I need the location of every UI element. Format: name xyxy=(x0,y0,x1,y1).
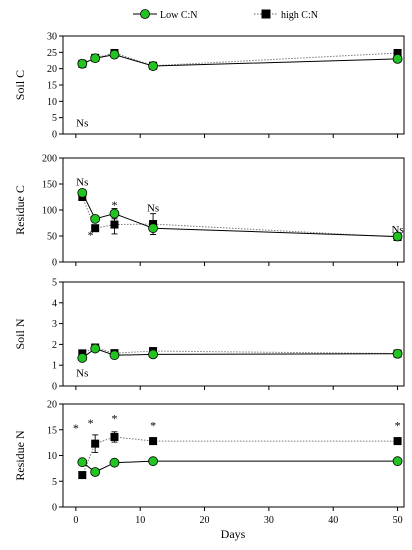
series-line-high-cn xyxy=(81,436,398,476)
data-point-low-cn xyxy=(392,53,403,64)
y-tick-label: 150 xyxy=(42,180,57,191)
y-tick-label: 0 xyxy=(52,503,57,514)
x-tick-label: 10 xyxy=(135,515,145,526)
y-tick-label: 10 xyxy=(47,451,57,462)
legend: Low C:N high C:N xyxy=(133,9,318,21)
significance-asterisk: * xyxy=(395,419,401,433)
data-point-high-cn xyxy=(393,437,402,446)
y-axis-label: Soil C xyxy=(13,70,27,100)
y-tick-label: 20 xyxy=(47,400,57,411)
y-tick-label: 5 xyxy=(52,278,57,289)
y-tick-label: 5 xyxy=(52,113,57,124)
panel-2: 0 50 100 150 200 Residue C Ns * * Ns Ns xyxy=(13,154,405,269)
ns-annotation: Ns xyxy=(76,118,88,130)
panel-4: 0 5 10 15 20 0 10 20 30 40 50 Residue N * * * * * xyxy=(13,400,405,526)
y-tick-label: 0 xyxy=(52,130,57,141)
data-point-low-cn xyxy=(148,223,158,234)
data-point-low-cn xyxy=(392,348,403,359)
data-point-low-cn xyxy=(109,208,120,219)
legend-label-low-cn: Low C:N xyxy=(160,10,198,21)
y-tick-label: 30 xyxy=(47,32,57,43)
legend-marker-low-cn xyxy=(140,9,150,19)
plot-frame xyxy=(62,281,405,387)
y-axis-label: Residue C xyxy=(13,185,27,235)
data-point-low-cn xyxy=(109,457,120,468)
y-tick-label: 1 xyxy=(52,361,57,372)
y-tick-label: 200 xyxy=(42,154,57,165)
legend-label-high-cn: high C:N xyxy=(281,10,318,21)
data-point-high-cn xyxy=(110,432,119,441)
x-axis-label: Days xyxy=(221,527,246,541)
significance-asterisk: * xyxy=(111,198,117,212)
significance-asterisk: * xyxy=(88,416,94,430)
data-point-low-cn xyxy=(109,350,120,361)
data-point-low-cn xyxy=(109,49,120,60)
y-tick-label: 4 xyxy=(52,298,57,309)
ns-annotation: Ns xyxy=(391,224,403,236)
ns-annotation: Ns xyxy=(76,367,88,379)
significance-asterisk: * xyxy=(150,419,156,433)
data-point-high-cn xyxy=(110,220,119,229)
y-tick-label: 5 xyxy=(52,477,57,488)
data-point-low-cn xyxy=(148,456,158,467)
series-line-low-cn xyxy=(81,192,398,238)
y-tick-label: 25 xyxy=(47,48,57,59)
y-tick-label: 15 xyxy=(47,81,57,92)
ns-annotation: Ns xyxy=(76,176,88,188)
legend-marker-high-cn xyxy=(261,9,271,19)
x-tick-label: 30 xyxy=(264,515,274,526)
data-point-low-cn xyxy=(90,467,101,477)
y-axis-label: Soil N xyxy=(13,318,27,349)
data-point-low-cn xyxy=(148,349,158,360)
ns-annotation: Ns xyxy=(147,202,159,214)
y-axis-label: Residue N xyxy=(13,430,27,481)
data-point-low-cn xyxy=(90,213,101,224)
y-tick-label: 0 xyxy=(52,382,57,393)
y-tick-label: 20 xyxy=(47,64,57,75)
data-point-low-cn xyxy=(148,61,158,71)
data-point-low-cn xyxy=(90,53,101,64)
x-tick-label: 0 xyxy=(73,515,78,526)
y-tick-label: 2 xyxy=(52,340,57,351)
data-point-low-cn xyxy=(392,456,403,467)
y-tick-label: 3 xyxy=(52,319,57,330)
data-point-low-cn xyxy=(77,353,88,363)
y-tick-label: 10 xyxy=(47,97,57,108)
data-point-high-cn xyxy=(91,224,100,233)
y-tick-label: 0 xyxy=(52,258,57,269)
significance-asterisk: * xyxy=(111,411,117,425)
data-point-low-cn xyxy=(392,231,403,242)
series-line-low-cn xyxy=(82,54,398,67)
y-tick-label: 15 xyxy=(47,425,57,436)
significance-asterisk: * xyxy=(73,421,79,435)
data-point-high-cn xyxy=(393,48,402,57)
data-point-low-cn xyxy=(77,187,88,198)
significance-asterisk: * xyxy=(88,228,94,242)
data-point-high-cn xyxy=(78,471,87,480)
data-point-low-cn xyxy=(77,58,88,69)
y-tick-label: 50 xyxy=(47,232,57,243)
y-tick-label: 100 xyxy=(42,206,57,217)
x-tick-label: 20 xyxy=(200,515,210,526)
data-point-high-cn xyxy=(91,439,100,448)
data-point-low-cn xyxy=(77,457,88,468)
x-tick-label: 50 xyxy=(393,515,403,526)
series-line-high-cn xyxy=(82,346,398,355)
x-tick-label: 40 xyxy=(328,515,338,526)
panel-3: 0 1 2 3 4 5 Soil N Ns xyxy=(13,278,405,393)
series-line-low-cn xyxy=(81,460,398,473)
panel-1: 0 5 10 15 20 25 30 Soil C Ns xyxy=(13,32,405,141)
data-point-low-cn xyxy=(90,343,101,354)
data-point-high-cn xyxy=(149,437,158,446)
